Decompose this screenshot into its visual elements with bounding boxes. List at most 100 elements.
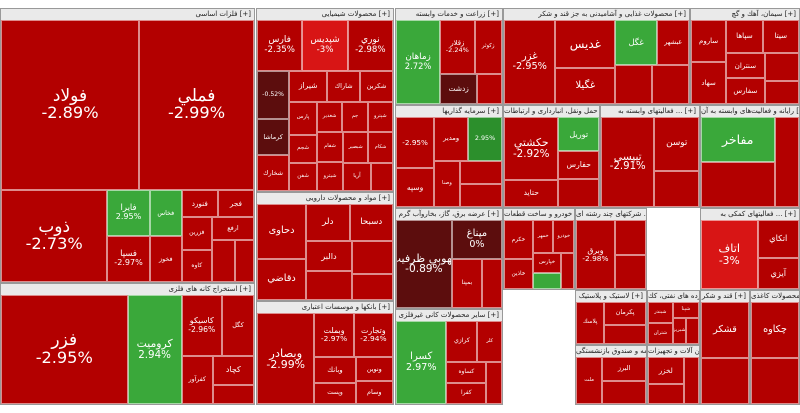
sector-6[interactable]: سرمایه گذاریها [+] -2.95% وسپه ومدير وصنا 2.9…: [395, 105, 503, 208]
sector-header[interactable]: سایر محصولات كانی غیرفلزی [+]: [396, 310, 502, 321]
tile[interactable]: جم: [342, 101, 368, 133]
tile[interactable]: ونوين: [355, 357, 393, 381]
tile[interactable]: [459, 183, 502, 207]
tile[interactable]: [615, 64, 653, 104]
sector-header[interactable]: مواد و محصولات دارویی [+]: [257, 193, 393, 204]
sector-3[interactable]: مواد و محصولات دارویی [+] دحاوی دقاضي دلر دس…: [256, 192, 394, 301]
sector-header[interactable]: قند و شكر [+]: [701, 291, 749, 302]
tile[interactable]: فجر: [217, 190, 254, 218]
tile[interactable]: كگل: [221, 295, 254, 357]
tile[interactable]: كلر: [477, 321, 502, 362]
sector-header[interactable]: سیمان، آهك و گچ [+]: [691, 9, 799, 20]
tile[interactable]: چكاوه: [751, 302, 799, 358]
sector-22[interactable]: محصولات كاغذی [+] چكاوه: [750, 290, 800, 405]
tile[interactable]: مفاخر: [701, 117, 775, 162]
tile[interactable]: بمپنا: [451, 259, 482, 308]
tile[interactable]: 2.95%: [468, 117, 502, 161]
tile[interactable]: زماهان 2.72%: [396, 20, 441, 104]
tile[interactable]: پارس: [289, 101, 317, 136]
tile[interactable]: [532, 273, 562, 289]
tile[interactable]: [764, 52, 799, 82]
tile[interactable]: فزر -2.95%: [1, 295, 128, 404]
sector-5[interactable]: زراعت و خدمات وابسته [+] زماهان 2.72% زقلار…: [395, 8, 503, 105]
sector-header[interactable]: بانكها و موسسات اعتباری [+]: [257, 302, 393, 313]
tile[interactable]: وتجارت -2.94%: [353, 313, 393, 358]
tile[interactable]: غبشهر: [656, 20, 689, 65]
sector-header[interactable]: فعالیتهای وابسته به ... [+]: [601, 106, 699, 117]
sector-15[interactable]: شركتهای چند رشته ای ... [+]وبرق-2.98%: [575, 208, 647, 290]
tile[interactable]: كساوه: [446, 361, 487, 383]
tile[interactable]: كفرآور: [181, 356, 213, 404]
sector-header[interactable]: حمل ونقل، انبارداری و ارتباطات [+]: [504, 106, 599, 117]
tile[interactable]: سفارس: [726, 78, 765, 104]
sector-4[interactable]: بانكها و موسسات اعتباری [+] وبصادر -2.99% و…: [256, 301, 394, 405]
tile[interactable]: مپناغ 0%: [451, 220, 502, 260]
tile[interactable]: حتايد: [504, 179, 559, 207]
tile[interactable]: شبريز: [672, 317, 686, 344]
tile[interactable]: [211, 240, 236, 282]
tile[interactable]: شيترو: [316, 161, 344, 191]
tile[interactable]: حكشتي -2.92%: [504, 117, 559, 180]
tile[interactable]: دحاوی: [257, 204, 307, 259]
tile[interactable]: [652, 64, 689, 104]
tile[interactable]: دقاضي: [257, 258, 307, 300]
tile[interactable]: [654, 171, 699, 207]
tile[interactable]: [486, 361, 502, 404]
tile[interactable]: شغدير: [316, 101, 343, 133]
tile[interactable]: شيراز: [289, 71, 328, 102]
sector-header[interactable]: رایانه و فعالیت‌های وابسته به آن [+]: [701, 106, 799, 117]
tile[interactable]: پلاسك: [576, 302, 605, 344]
tile[interactable]: آيزي: [757, 257, 799, 289]
sector-7[interactable]: عرضه برق، گاز، بخاروآب گرم [+]كهوبي ظرفي…: [395, 208, 503, 309]
tile[interactable]: [614, 254, 646, 289]
tile[interactable]: [235, 240, 254, 282]
tile[interactable]: شپترو: [367, 101, 393, 133]
tile[interactable]: قشكر: [701, 302, 749, 358]
tile[interactable]: [648, 383, 684, 404]
tile[interactable]: [558, 178, 599, 207]
tile[interactable]: [561, 253, 574, 289]
sector-header[interactable]: زراعت و خدمات وابسته [+]: [396, 9, 502, 20]
tile[interactable]: وپست: [314, 382, 356, 404]
tile[interactable]: وسپه: [396, 168, 435, 207]
sector-header[interactable]: عرضه برق، گاز، بخاروآب گرم [+]: [396, 209, 502, 220]
tile[interactable]: كچاد: [212, 356, 254, 385]
sector-10[interactable]: سیمان، آهك و گچ [+] ساروم سهاد سپاها سيتا سنت…: [690, 8, 800, 105]
tile[interactable]: [306, 270, 352, 300]
sector-header[interactable]: محصولات كاغذی [+]: [751, 291, 799, 302]
tile[interactable]: خكرم: [504, 220, 533, 260]
tile[interactable]: شخارك: [257, 155, 290, 191]
tile[interactable]: [212, 384, 254, 404]
sector-21[interactable]: قند و شكر [+] قشكر: [700, 290, 750, 405]
tile[interactable]: فزرين: [181, 217, 212, 250]
tile[interactable]: فنورد: [181, 190, 218, 218]
tile[interactable]: شفن: [289, 163, 317, 191]
sector-header[interactable]: شركتهای چند رشته ای ... [+]: [576, 209, 646, 220]
sector-9[interactable]: محصولات غذایی و آشامیدنی به جز قند و شكر…: [503, 8, 690, 105]
tile[interactable]: پكرمان: [604, 302, 646, 325]
tile[interactable]: كفرا: [446, 382, 487, 404]
tile[interactable]: -0.52%: [257, 71, 290, 120]
sector-1[interactable]: استخراج كانه های فلزی [+] فزر -2.95% كرومیت…: [0, 283, 255, 405]
sector-14[interactable]: خودرو و ساخت قطعات [+] خكرم خاذين خمهر خودرو…: [503, 208, 575, 290]
tile[interactable]: [701, 357, 749, 404]
sector-11[interactable]: حمل ونقل، انبارداری و ارتباطات [+]حكشتي-…: [503, 105, 600, 208]
sector-header[interactable]: محصولات غذایی و آشامیدنی به جز قند و شكر…: [504, 9, 689, 20]
tile[interactable]: فسپا -2.97%: [107, 236, 150, 282]
sector-header[interactable]: فرآورده های نفتی، كك ... [+]: [648, 291, 699, 302]
tile[interactable]: زقلار -2.24%: [440, 20, 475, 74]
sector-header[interactable]: فلزات اساسی [+]: [1, 9, 254, 20]
tile[interactable]: ومدير: [434, 117, 469, 161]
tile[interactable]: زكوثر: [474, 20, 502, 74]
tile[interactable]: توسن: [654, 117, 699, 171]
tile[interactable]: خپارس: [532, 253, 562, 274]
tile[interactable]: خودرو: [553, 220, 574, 254]
tile[interactable]: كاسيكو -2.96%: [181, 295, 222, 357]
tile[interactable]: ملت: [576, 357, 603, 404]
tile[interactable]: [764, 81, 799, 104]
tile[interactable]: [614, 220, 646, 255]
sector-0[interactable]: فلزات اساسی [+] فولاد -2.89% فملي -2.99% ذوب -…: [0, 8, 255, 283]
tile[interactable]: [351, 273, 393, 300]
tile[interactable]: دلر: [306, 204, 350, 242]
tile[interactable]: [685, 317, 699, 344]
